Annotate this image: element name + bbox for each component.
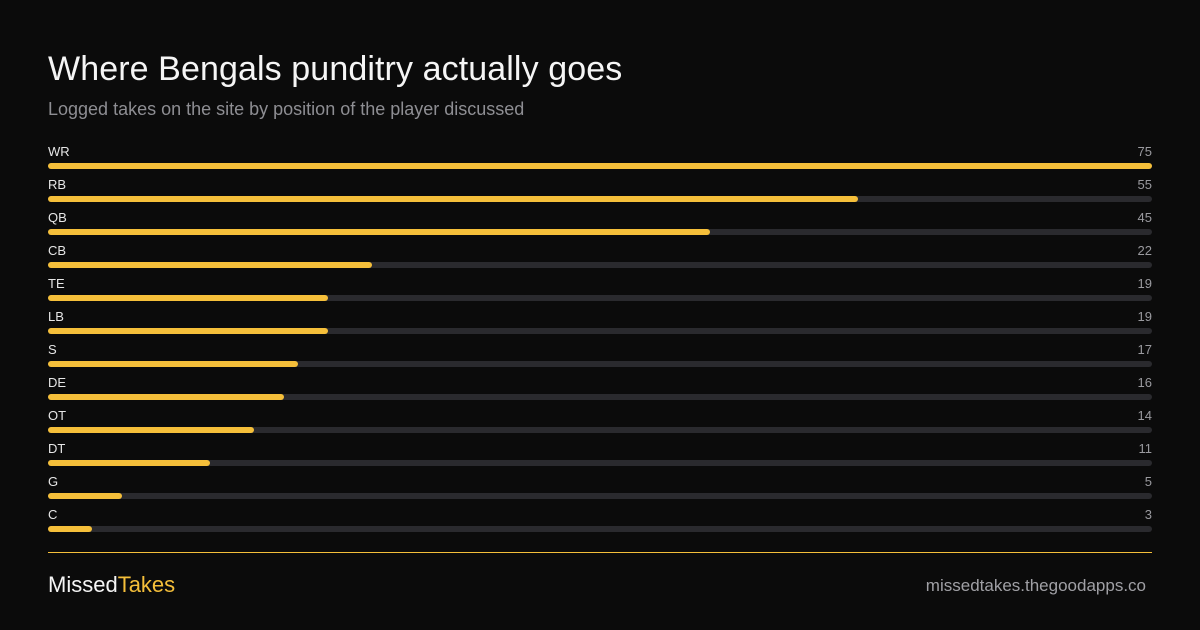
bar-track-wr <box>48 163 1152 169</box>
bar-value-wr: 75 <box>1137 144 1152 159</box>
bar-track-lb <box>48 328 1152 334</box>
bar-cb <box>48 262 372 268</box>
bar-row-wr: WR 75 <box>48 140 1152 173</box>
bar-track-qb <box>48 229 1152 235</box>
bar-track-dt <box>48 460 1152 466</box>
bar-wr <box>48 163 1152 169</box>
bar-label-ot: OT <box>48 408 67 423</box>
bar-value-qb: 45 <box>1137 210 1152 225</box>
bar-value-te: 19 <box>1137 276 1152 291</box>
bar-row-ot: OT 14 <box>48 404 1152 437</box>
bar-track-g <box>48 493 1152 499</box>
bar-row-s: S 17 <box>48 338 1152 371</box>
bar-value-ot: 14 <box>1137 408 1152 423</box>
bar-label-te: TE <box>48 276 65 291</box>
bar-c <box>48 526 92 532</box>
bar-label-qb: QB <box>48 210 67 225</box>
bar-track-cb <box>48 262 1152 268</box>
bar-g <box>48 493 122 499</box>
bar-row-te: TE 19 <box>48 272 1152 305</box>
chart-subtitle: Logged takes on the site by position of … <box>48 99 525 119</box>
bar-value-rb: 55 <box>1137 177 1152 192</box>
bar-track-rb <box>48 196 1152 202</box>
bar-label-de: DE <box>48 375 67 390</box>
bar-chart: WR 75 RB 55 QB 45 CB 22 TE 19 LB 19 S 17 DE 16 OT 14 DT 11 G… <box>48 140 1152 540</box>
bar-row-cb: CB 22 <box>48 239 1152 272</box>
bar-value-dt: 11 <box>1138 441 1153 456</box>
bar-label-dt: DT <box>48 441 66 456</box>
chart-title: Where Bengals punditry actually goes <box>48 50 623 88</box>
bar-ot <box>48 427 254 433</box>
site-url-link[interactable]: missedtakes.thegoodapps.co <box>925 576 1146 595</box>
bar-label-g: G <box>48 474 59 489</box>
bar-track-c <box>48 526 1152 532</box>
bar-s <box>48 361 298 367</box>
bar-label-s: S <box>48 342 57 357</box>
bar-track-de <box>48 394 1152 400</box>
bar-value-lb: 19 <box>1137 309 1152 324</box>
brand-word-missed: Missed <box>48 572 118 597</box>
bar-dt <box>48 460 210 466</box>
bar-label-c: C <box>48 507 58 522</box>
bar-row-rb: RB 55 <box>48 173 1152 206</box>
bar-value-g: 5 <box>1144 474 1152 489</box>
bar-track-te <box>48 295 1152 301</box>
bar-qb <box>48 229 710 235</box>
bar-value-c: 3 <box>1144 507 1152 522</box>
bar-row-lb: LB 19 <box>48 305 1152 338</box>
bar-row-de: DE 16 <box>48 371 1152 404</box>
bar-label-rb: RB <box>48 177 67 192</box>
bar-value-de: 16 <box>1137 375 1152 390</box>
brand-logo[interactable]: MissedTakes <box>48 573 175 597</box>
bar-label-wr: WR <box>48 144 70 159</box>
bar-de <box>48 394 284 400</box>
brand-word-takes: Takes <box>117 572 176 597</box>
bar-te <box>48 295 328 301</box>
bar-row-dt: DT 11 <box>48 437 1152 470</box>
bar-value-cb: 22 <box>1137 243 1152 258</box>
bar-label-lb: LB <box>48 309 64 324</box>
footer-divider <box>48 552 1152 553</box>
bar-label-cb: CB <box>48 243 67 258</box>
bar-value-s: 17 <box>1137 342 1152 357</box>
bar-row-qb: QB 45 <box>48 206 1152 239</box>
bar-lb <box>48 328 328 334</box>
bar-rb <box>48 196 858 202</box>
bar-track-s <box>48 361 1152 367</box>
bar-track-ot <box>48 427 1152 433</box>
